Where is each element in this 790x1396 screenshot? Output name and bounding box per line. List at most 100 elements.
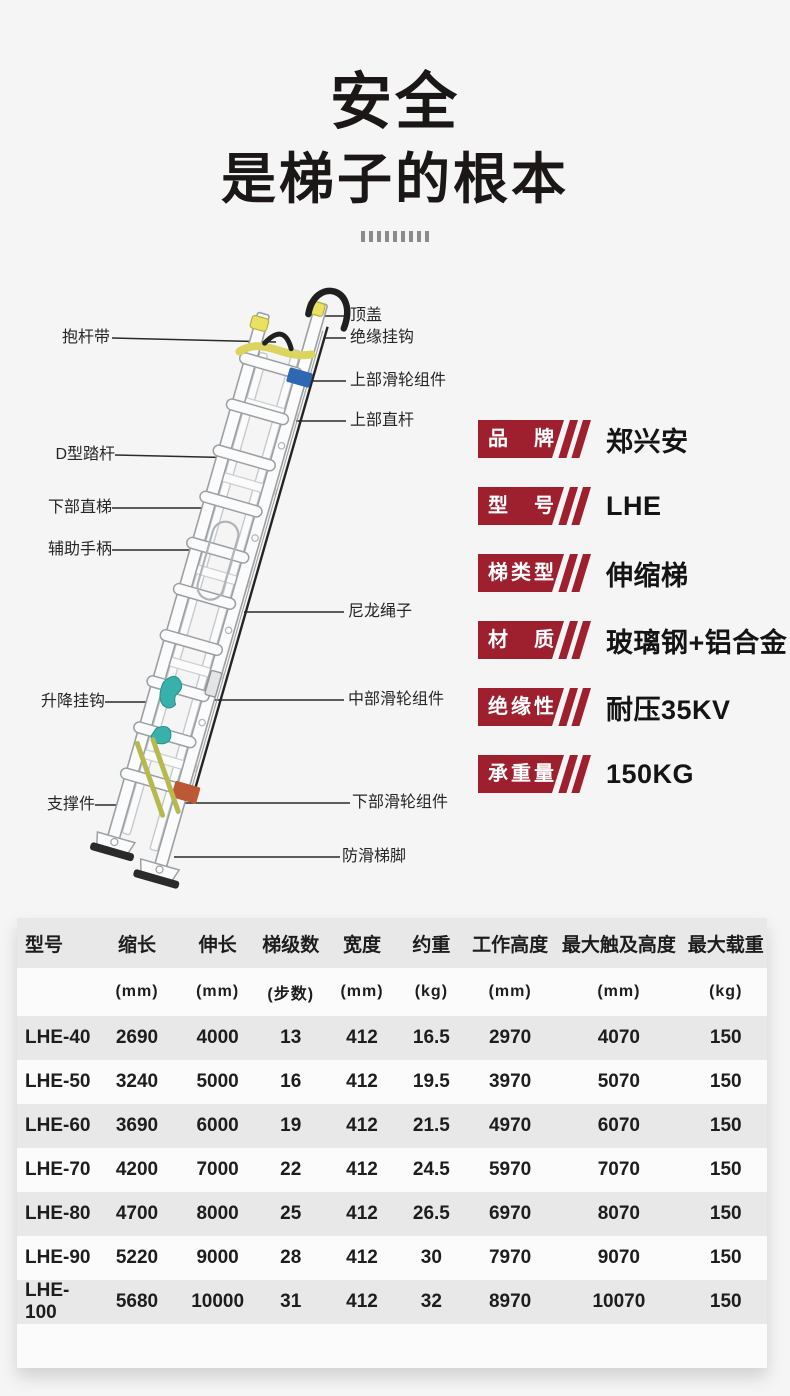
col-header: 缩长 bbox=[117, 934, 156, 956]
tick-bar bbox=[401, 231, 405, 242]
material-value: 玻璃钢+铝合金 bbox=[606, 627, 788, 658]
part-label-aux-handle: 辅助手柄 bbox=[47, 541, 112, 558]
spec-item-insulation: 绝缘性 耐压35KV bbox=[478, 688, 787, 726]
auxiliary-handle bbox=[196, 520, 240, 601]
page-title-line1: 安全 bbox=[329, 68, 460, 137]
col-unit bbox=[17, 968, 92, 1016]
col-header: 伸长 bbox=[198, 934, 237, 956]
model-value: LHE bbox=[606, 490, 662, 521]
col-header: 型号 bbox=[25, 934, 64, 956]
tick-bar bbox=[385, 231, 389, 242]
table-row: LHE-100 5680 10000 31 412 32 8970 10070 150 bbox=[17, 1280, 767, 1324]
table-header-row: 型号 缩长 伸长 梯级数 宽度 约重 工作高度 最大触及高度 最大载重 bbox=[17, 918, 767, 968]
part-label-lower-ladder: 下部直梯 bbox=[47, 499, 112, 516]
model-cell: LHE-80 bbox=[25, 1203, 91, 1224]
table-row: LHE-40 2690 4000 13 412 16.5 2970 4070 150 bbox=[17, 1016, 767, 1060]
material-badge: 材质 bbox=[478, 621, 592, 659]
load-value: 150KG bbox=[606, 758, 695, 789]
col-unit: (mm) bbox=[115, 983, 159, 1000]
model-cell: LHE-90 bbox=[25, 1247, 91, 1268]
upper-pulley-band bbox=[286, 367, 313, 388]
nylon-rope-shadow bbox=[187, 330, 324, 800]
col-unit: (kg) bbox=[709, 983, 743, 1000]
ladder-illustration bbox=[90, 287, 351, 889]
spec-badge-list: 品牌 郑兴安 型号 LHE 梯类型 伸缩梯 材质 玻璃钢+铝合金 绝缘性 bbox=[478, 420, 787, 822]
col-unit: (步数) bbox=[267, 986, 315, 1003]
brand-value: 郑兴安 bbox=[606, 426, 689, 457]
model-cell: LHE-50 bbox=[25, 1071, 91, 1092]
model-cell: LHE-40 bbox=[25, 1027, 91, 1048]
page-title-line2: 是梯子的根本 bbox=[220, 148, 569, 210]
strap-buckle bbox=[262, 331, 294, 352]
ladder-type-value: 伸缩梯 bbox=[606, 560, 689, 591]
part-label-lift-hook: 升降挂钩 bbox=[40, 693, 105, 710]
spec-item-load: 承重量 150KG bbox=[478, 755, 787, 793]
spec-item-model: 型号 LHE bbox=[478, 487, 787, 525]
table-row: LHE-60 3690 6000 19 412 21.5 4970 6070 150 bbox=[17, 1104, 767, 1148]
table-units-row: (mm) (mm) (步数) (mm) (kg) (mm) (mm) (kg) bbox=[17, 968, 767, 1016]
table-row: LHE-80 4700 8000 25 412 26.5 6970 8070 150 bbox=[17, 1192, 767, 1236]
load-badge: 承重量 bbox=[478, 755, 592, 793]
support-struts bbox=[134, 737, 181, 818]
part-label-lower-pulley: 下部滑轮组件 bbox=[352, 794, 449, 811]
part-label-nylon-rope: 尼龙绳子 bbox=[348, 603, 413, 620]
col-header: 最大载重 bbox=[687, 934, 764, 956]
col-unit: (mm) bbox=[340, 983, 384, 1000]
col-header: 宽度 bbox=[342, 934, 381, 956]
model-cell: LHE-60 bbox=[25, 1115, 91, 1136]
part-label-support: 支撑件 bbox=[46, 796, 95, 813]
col-unit: (mm) bbox=[196, 983, 240, 1000]
brand-badge: 品牌 bbox=[478, 420, 592, 458]
spec-table: 型号 缩长 伸长 梯级数 宽度 约重 工作高度 最大触及高度 最大载重 (mm)… bbox=[17, 918, 767, 1324]
spec-item-material: 材质 玻璃钢+铝合金 bbox=[478, 621, 787, 659]
tick-bar bbox=[409, 231, 413, 242]
col-header: 工作高度 bbox=[472, 934, 549, 956]
title-tick-decoration bbox=[0, 231, 790, 242]
part-label-upper-pulley: 上部滑轮组件 bbox=[350, 372, 447, 389]
model-badge-label: 型号 bbox=[488, 495, 554, 517]
model-cell: LHE-70 bbox=[25, 1159, 91, 1180]
tick-bar bbox=[393, 231, 397, 242]
material-badge-label: 材质 bbox=[488, 629, 554, 651]
anti-slip-feet bbox=[90, 831, 181, 889]
col-unit: (mm) bbox=[597, 983, 641, 1000]
pole-strap bbox=[235, 342, 316, 360]
insulation-badge: 绝缘性 bbox=[478, 688, 592, 726]
col-header: 梯级数 bbox=[262, 934, 320, 956]
tick-bar bbox=[377, 231, 381, 242]
tick-bar bbox=[369, 231, 373, 242]
part-label-pole-strap: 抱杆带 bbox=[61, 329, 110, 346]
insulation-value: 耐压35KV bbox=[606, 694, 731, 725]
model-badge: 型号 bbox=[478, 487, 592, 525]
leader-lines bbox=[95, 315, 350, 858]
table-row: LHE-70 4200 7000 22 412 24.5 5970 7070 150 bbox=[17, 1148, 767, 1192]
table-row: LHE-50 3240 5000 16 412 19.5 3970 5070 150 bbox=[17, 1060, 767, 1104]
ladder-type-badge-label: 梯类型 bbox=[488, 562, 554, 584]
part-label-top-cap: 顶盖 bbox=[350, 307, 383, 324]
spec-item-ladder-type: 梯类型 伸缩梯 bbox=[478, 554, 787, 592]
part-label-d-rung: D型踏杆 bbox=[55, 446, 115, 463]
nylon-rope bbox=[189, 326, 329, 804]
col-unit: (kg) bbox=[414, 983, 449, 1000]
ladder-drawing bbox=[90, 287, 351, 889]
brand-badge-label: 品牌 bbox=[488, 428, 554, 450]
lower-pulley-band bbox=[171, 781, 201, 804]
part-label-middle-pulley: 中部滑轮组件 bbox=[348, 691, 445, 708]
load-badge-label: 承重量 bbox=[488, 763, 554, 785]
table-row: LHE-90 5220 9000 28 412 30 7970 9070 150 bbox=[17, 1236, 767, 1280]
insulation-badge-label: 绝缘性 bbox=[488, 696, 554, 718]
middle-pulley bbox=[204, 669, 223, 698]
col-header: 约重 bbox=[412, 934, 451, 956]
spec-table-panel: 型号 缩长 伸长 梯级数 宽度 约重 工作高度 最大触及高度 最大载重 (mm)… bbox=[17, 918, 767, 1368]
tick-bar bbox=[425, 231, 429, 242]
col-unit: (mm) bbox=[488, 983, 532, 1000]
tick-bar bbox=[361, 231, 365, 242]
col-header: 最大触及高度 bbox=[561, 934, 676, 956]
model-cell: LHE-100 bbox=[25, 1280, 70, 1323]
part-label-insulate-hook: 绝缘挂钩 bbox=[350, 329, 415, 346]
tick-bar bbox=[417, 231, 421, 242]
part-label-upper-pole: 上部直杆 bbox=[350, 412, 415, 429]
insulation-hook bbox=[305, 287, 351, 332]
part-label-foot: 防滑梯脚 bbox=[342, 848, 407, 865]
